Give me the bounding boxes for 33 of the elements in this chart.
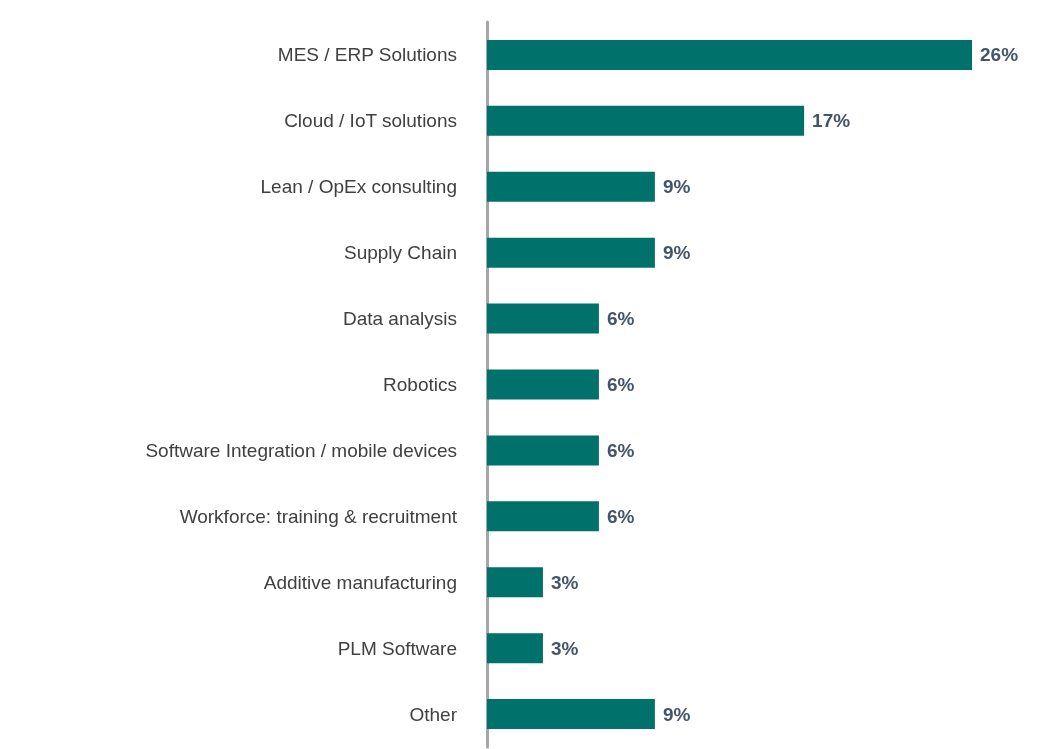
y-tick-label: Cloud / IoT solutions xyxy=(284,110,457,132)
bar xyxy=(487,699,655,730)
y-tick-label: Software Integration / mobile devices xyxy=(145,439,457,461)
bar xyxy=(487,303,599,334)
bar xyxy=(487,435,599,466)
y-tick-label: PLM Software xyxy=(337,637,457,659)
bar xyxy=(487,237,655,268)
data-label: 17% xyxy=(812,110,851,132)
data-label: 3% xyxy=(550,637,579,659)
data-label: 3% xyxy=(550,571,579,593)
data-label: 6% xyxy=(606,308,635,330)
bar xyxy=(487,105,805,136)
data-label: 9% xyxy=(662,242,691,264)
data-label: 6% xyxy=(606,505,635,527)
bar xyxy=(487,39,972,70)
y-tick-label: Supply Chain xyxy=(343,242,457,264)
data-label: 6% xyxy=(606,439,635,461)
data-label: 26% xyxy=(980,44,1019,66)
data-label: 6% xyxy=(606,374,635,395)
y-tick-label: Lean / OpEx consulting xyxy=(260,176,457,198)
y-tick-label: Additive manufacturing xyxy=(263,571,457,593)
data-label: 9% xyxy=(662,176,691,198)
y-tick-label: Other xyxy=(409,703,458,725)
y-tick-label: MES / ERP Solutions xyxy=(277,44,457,66)
bar xyxy=(487,501,599,532)
data-label: 9% xyxy=(662,703,691,725)
y-tick-label: Workforce: training & recruitment xyxy=(179,505,458,527)
y-tick-label: Data analysis xyxy=(342,308,457,330)
bar xyxy=(487,567,543,598)
bar xyxy=(487,369,599,400)
y-tick-label: Robotics xyxy=(383,374,457,395)
bar xyxy=(487,171,655,202)
bar xyxy=(487,633,543,664)
